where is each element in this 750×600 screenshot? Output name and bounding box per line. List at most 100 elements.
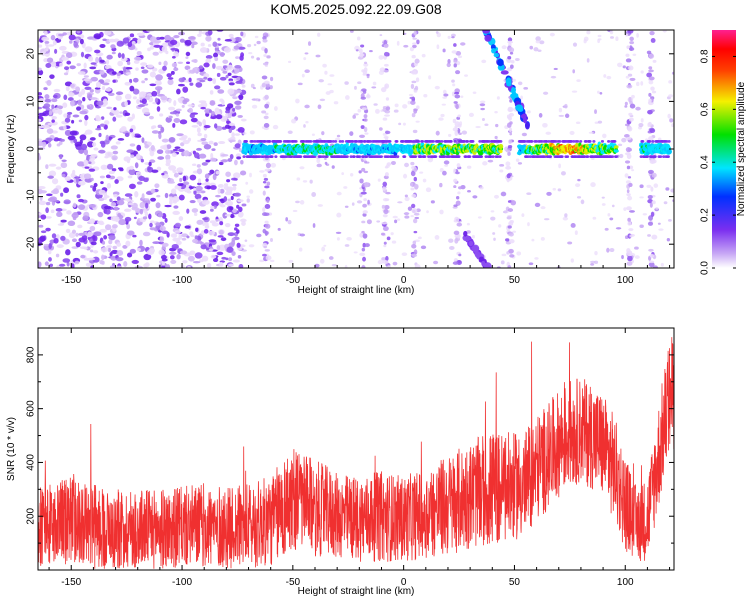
heatmap-noise-blob bbox=[454, 130, 459, 136]
heatmap-noise-blob bbox=[312, 223, 316, 228]
heatmap-noise-blob bbox=[363, 67, 368, 73]
heatmap-noise-blob bbox=[234, 89, 242, 94]
heatmap-noise-blob bbox=[215, 194, 221, 198]
heatmap-noise-blob bbox=[404, 215, 410, 219]
heatmap-noise-blob bbox=[369, 49, 373, 53]
heatmap-noise-blob bbox=[360, 96, 366, 100]
heatmap-noise-blob bbox=[191, 208, 199, 213]
heatmap-noise-blob bbox=[451, 79, 455, 83]
heatmap-noise-blob bbox=[453, 204, 458, 207]
heatmap-noise-blob bbox=[66, 111, 73, 115]
heatmap-noise-blob bbox=[299, 233, 306, 237]
heatmap-noise-blob bbox=[192, 67, 196, 74]
heatmap-band-edge bbox=[457, 155, 461, 159]
heatmap-noise-blob bbox=[248, 52, 253, 55]
heatmap-noise-blob bbox=[105, 134, 109, 141]
heatmap-noise-blob bbox=[164, 34, 171, 42]
heatmap-noise-blob bbox=[174, 222, 182, 228]
heatmap-noise-blob bbox=[599, 91, 603, 95]
heatmap-noise-blob bbox=[136, 50, 142, 56]
heatmap-noise-blob bbox=[364, 181, 369, 188]
heatmap-noise-blob bbox=[218, 229, 224, 235]
heatmap-noise-blob bbox=[357, 81, 362, 85]
heatmap-noise-blob bbox=[263, 115, 269, 120]
heatmap-noise-blob bbox=[98, 189, 106, 196]
heatmap-noise-blob bbox=[169, 199, 173, 206]
heatmap-noise-blob bbox=[200, 244, 207, 250]
heatmap-noise-blob bbox=[44, 94, 50, 100]
heatmap-noise-blob bbox=[38, 69, 44, 76]
heatmap-band-edge bbox=[437, 139, 442, 143]
heatmap-noise-blob bbox=[490, 216, 496, 221]
heatmap-noise-blob bbox=[220, 159, 228, 163]
heatmap-noise-blob bbox=[649, 31, 655, 36]
heatmap-noise-blob bbox=[104, 209, 111, 215]
heatmap-noise-blob bbox=[217, 235, 224, 238]
heatmap-band-edge bbox=[610, 155, 615, 159]
heatmap-noise-blob bbox=[359, 134, 366, 138]
heatmap-noise-blob bbox=[317, 204, 324, 207]
heatmap-noise-blob bbox=[233, 45, 240, 50]
heatmap-noise-blob bbox=[87, 231, 93, 238]
heatmap-noise-blob bbox=[93, 231, 102, 237]
heatmap-noise-blob bbox=[652, 59, 657, 63]
heatmap-band-edge bbox=[361, 155, 366, 159]
heatmap-noise-blob bbox=[248, 244, 255, 248]
heatmap-noise-blob bbox=[499, 169, 504, 173]
heatmap-noise-blob bbox=[159, 36, 165, 40]
heatmap-noise-blob bbox=[50, 34, 56, 41]
heatmap-noise-blob bbox=[73, 138, 78, 144]
heatmap-noise-blob bbox=[89, 89, 94, 93]
heatmap-noise-blob bbox=[101, 85, 106, 91]
heatmap-band-edge bbox=[440, 139, 444, 143]
heatmap-noise-blob bbox=[116, 199, 125, 206]
heatmap-noise-blob bbox=[413, 230, 418, 234]
heatmap-noise-blob bbox=[87, 56, 94, 62]
heatmap-noise-blob bbox=[439, 209, 444, 215]
heatmap-noise-blob bbox=[363, 61, 368, 65]
heatmap-noise-blob bbox=[383, 69, 389, 73]
heatmap-noise-blob bbox=[208, 239, 217, 243]
heatmap-noise-blob bbox=[331, 263, 337, 267]
heatmap-noise-blob bbox=[113, 194, 119, 198]
heatmap-noise-blob bbox=[603, 74, 607, 78]
heatmap-noise-blob bbox=[182, 140, 190, 145]
heatmap-noise-blob bbox=[318, 79, 324, 83]
heatmap-noise-blob bbox=[167, 77, 174, 80]
heatmap-noise-blob bbox=[509, 121, 513, 125]
heatmap-noise-blob bbox=[336, 237, 340, 241]
heatmap-noise-blob bbox=[411, 112, 416, 118]
heatmap-noise-blob bbox=[124, 216, 132, 222]
heatmap-noise-blob bbox=[379, 34, 383, 37]
heatmap-noise-blob bbox=[381, 204, 386, 209]
heatmap-noise-blob bbox=[139, 201, 146, 209]
heatmap-noise-blob bbox=[240, 118, 247, 122]
heatmap-noise-blob bbox=[108, 92, 115, 96]
heatmap-noise-blob bbox=[253, 43, 257, 47]
heatmap-noise-blob bbox=[517, 162, 523, 165]
heatmap-noise-blob bbox=[195, 227, 199, 232]
heatmap-noise-blob bbox=[220, 154, 229, 157]
heatmap-noise-blob bbox=[592, 216, 597, 220]
heatmap-noise-blob bbox=[89, 249, 94, 253]
heatmap-noise-blob bbox=[220, 237, 227, 242]
heatmap-noise-blob bbox=[157, 124, 163, 129]
heatmap-noise-blob bbox=[299, 200, 305, 205]
heatmap-noise-blob bbox=[378, 55, 384, 60]
heatmap-noise-blob bbox=[56, 244, 64, 249]
heatmap-noise-blob bbox=[170, 233, 178, 238]
heatmap-noise-blob bbox=[181, 237, 187, 241]
heatmap-noise-blob bbox=[193, 58, 198, 64]
heatmap-noise-blob bbox=[413, 167, 418, 173]
heatmap-noise-blob bbox=[89, 225, 96, 232]
heatmap-noise-blob bbox=[67, 135, 76, 141]
heatmap-noise-blob bbox=[411, 243, 417, 249]
heatmap-noise-blob bbox=[237, 211, 244, 218]
heatmap-noise-blob bbox=[117, 212, 122, 217]
heatmap-noise-blob bbox=[159, 113, 164, 117]
heatmap-noise-blob bbox=[141, 80, 146, 84]
heatmap-noise-blob bbox=[136, 144, 142, 151]
heatmap-noise-blob bbox=[402, 122, 406, 126]
heatmap-noise-blob bbox=[125, 72, 132, 75]
